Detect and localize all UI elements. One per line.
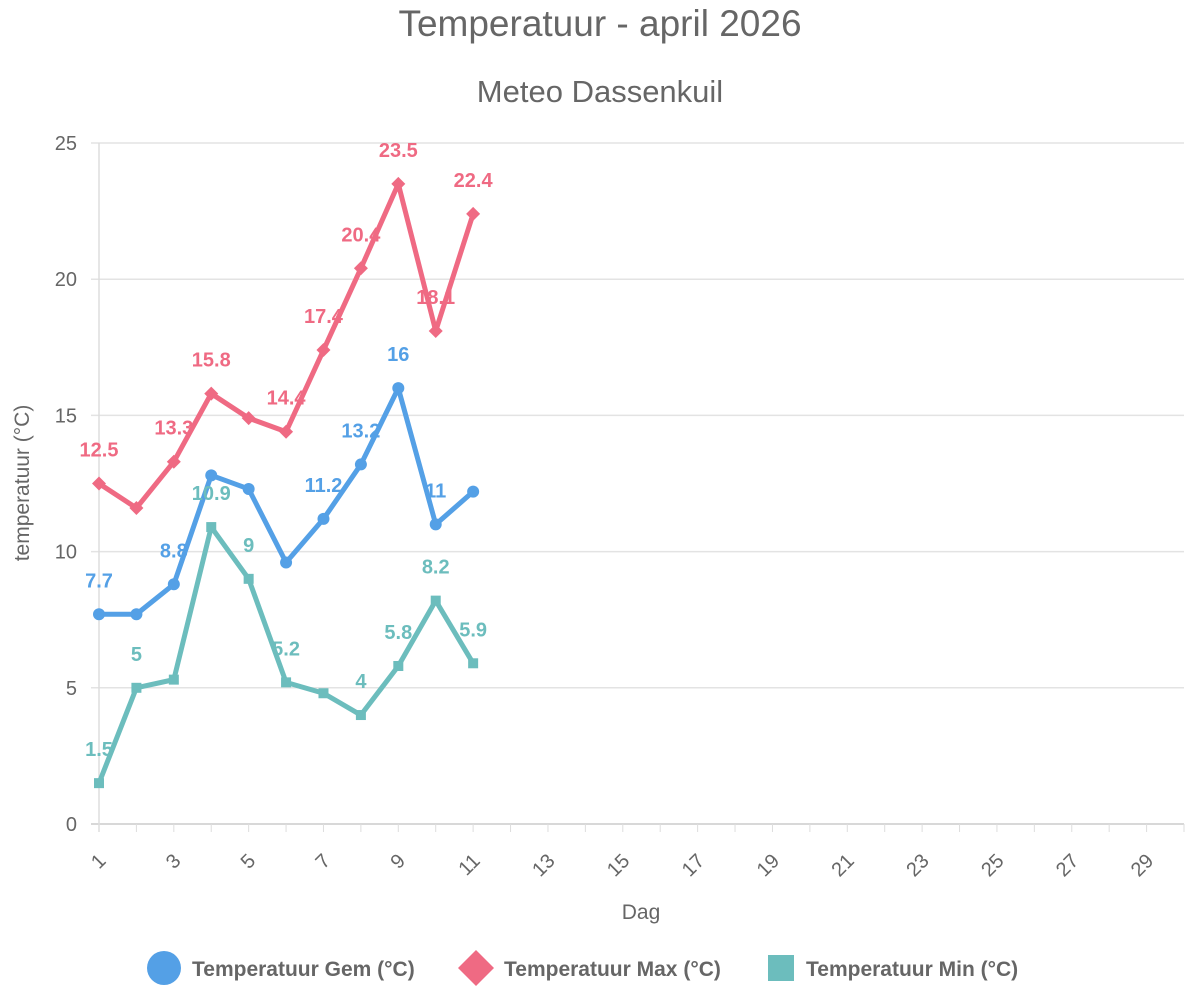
data-point — [167, 578, 180, 591]
y-tick-label: 15 — [55, 405, 77, 427]
y-tick-label: 25 — [55, 133, 77, 155]
x-tick-label: 1 — [87, 850, 110, 873]
data-point — [92, 476, 106, 491]
x-tick-label: 23 — [902, 850, 933, 881]
data-label: 5.2 — [272, 638, 300, 660]
y-tick-label: 0 — [66, 814, 77, 836]
legend-label: Temperatuur Max (°C) — [504, 958, 721, 981]
data-label: 10.9 — [192, 483, 231, 505]
data-label: 4 — [355, 671, 367, 693]
data-point — [430, 595, 441, 606]
data-label: 5.8 — [384, 622, 412, 644]
data-point — [466, 206, 481, 221]
x-tick-label: 27 — [1052, 850, 1083, 881]
data-point — [241, 411, 256, 426]
data-label: 18.1 — [416, 287, 455, 309]
data-point — [168, 674, 179, 685]
data-point — [391, 176, 406, 191]
data-point — [243, 573, 254, 584]
data-point — [130, 608, 143, 621]
data-point — [355, 710, 366, 721]
data-point — [353, 261, 368, 276]
data-point — [204, 386, 219, 401]
data-label: 15.8 — [192, 350, 231, 372]
data-point — [428, 323, 443, 338]
data-point — [392, 382, 405, 395]
data-point — [279, 424, 294, 439]
legend-item[interactable]: Temperatuur Gem (°C) — [147, 951, 415, 985]
legend-label: Temperatuur Min (°C) — [806, 958, 1018, 981]
data-point — [429, 518, 442, 531]
data-label: 5.9 — [459, 619, 487, 641]
data-label: 8.8 — [160, 540, 188, 562]
data-label: 8.2 — [422, 557, 450, 579]
y-axis-label: temperatuur (°C) — [11, 405, 34, 562]
data-point — [205, 469, 218, 482]
legend-label: Temperatuur Gem (°C) — [192, 958, 415, 981]
x-tick-label: 9 — [386, 850, 409, 873]
data-label: 11.2 — [305, 475, 343, 497]
data-point — [166, 454, 181, 469]
data-point — [468, 658, 479, 669]
x-tick-label: 15 — [603, 850, 634, 881]
x-tick-label: 17 — [678, 850, 709, 881]
data-label: 14.4 — [267, 388, 307, 410]
data-point — [206, 522, 217, 533]
data-label: 7.7 — [85, 570, 113, 592]
legend-square-icon — [768, 955, 794, 981]
x-tick-label: 25 — [977, 850, 1008, 881]
data-point — [467, 485, 480, 498]
data-label: 9 — [243, 535, 254, 557]
chart-subtitle: Meteo Dassenkuil — [477, 74, 723, 109]
data-label: 11 — [425, 480, 446, 502]
y-tick-label: 10 — [55, 542, 77, 564]
x-tick-label: 3 — [162, 850, 185, 873]
x-tick-label: 29 — [1127, 850, 1158, 881]
data-point — [94, 778, 104, 789]
y-tick-label: 5 — [66, 678, 77, 700]
x-tick-label: 21 — [828, 850, 859, 881]
legend-circle-icon — [147, 951, 181, 985]
x-tick-label: 13 — [528, 850, 559, 881]
x-tick-label: 19 — [753, 850, 784, 881]
data-label: 20.4 — [341, 224, 381, 246]
data-point — [93, 608, 105, 621]
data-point — [318, 688, 329, 699]
chart-title: Temperatuur - april 2026 — [398, 3, 801, 44]
data-label: 23.5 — [379, 140, 418, 162]
data-point — [242, 482, 255, 495]
data-point — [354, 458, 367, 471]
data-point — [129, 501, 144, 516]
data-label: 22.4 — [454, 170, 494, 192]
data-label: 12.5 — [80, 440, 119, 462]
data-label: 17.4 — [304, 306, 344, 328]
data-label: 16 — [387, 344, 409, 366]
data-point — [317, 512, 330, 525]
x-tick-label: 5 — [237, 850, 260, 873]
legend-item[interactable]: Temperatuur Max (°C) — [458, 950, 721, 986]
data-point — [281, 677, 292, 688]
legend-diamond-icon — [458, 950, 494, 986]
data-label: 13.3 — [154, 418, 193, 440]
x-tick-label: 11 — [454, 850, 484, 880]
data-label: 5 — [131, 644, 142, 666]
data-point — [131, 682, 142, 693]
legend-item[interactable]: Temperatuur Min (°C) — [768, 955, 1018, 981]
data-point — [393, 661, 404, 672]
data-label: 13.2 — [341, 420, 380, 442]
data-label: 1.5 — [85, 739, 113, 761]
x-tick-label: 7 — [312, 850, 335, 873]
y-tick-label: 20 — [55, 269, 77, 291]
data-point — [280, 556, 293, 569]
x-axis-label: Dag — [622, 901, 661, 924]
data-point — [316, 343, 331, 358]
